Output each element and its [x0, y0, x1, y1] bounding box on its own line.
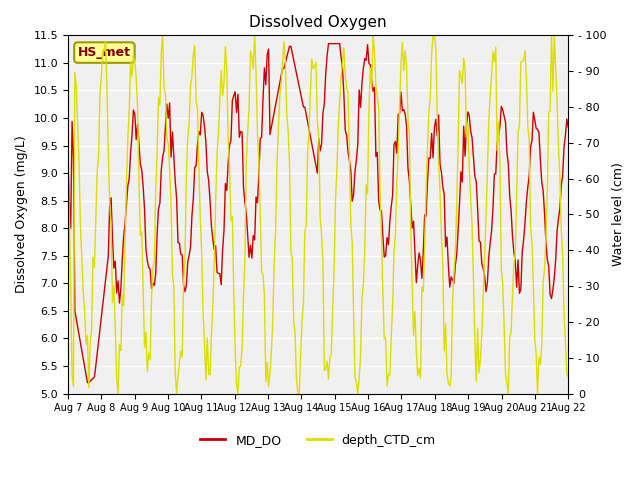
Y-axis label: Dissolved Oxygen (mg/L): Dissolved Oxygen (mg/L)	[15, 135, 28, 293]
Title: Dissolved Oxygen: Dissolved Oxygen	[249, 15, 387, 30]
Text: HS_met: HS_met	[78, 46, 131, 59]
Legend: MD_DO, depth_CTD_cm: MD_DO, depth_CTD_cm	[195, 429, 441, 452]
Y-axis label: Water level (cm): Water level (cm)	[612, 163, 625, 266]
